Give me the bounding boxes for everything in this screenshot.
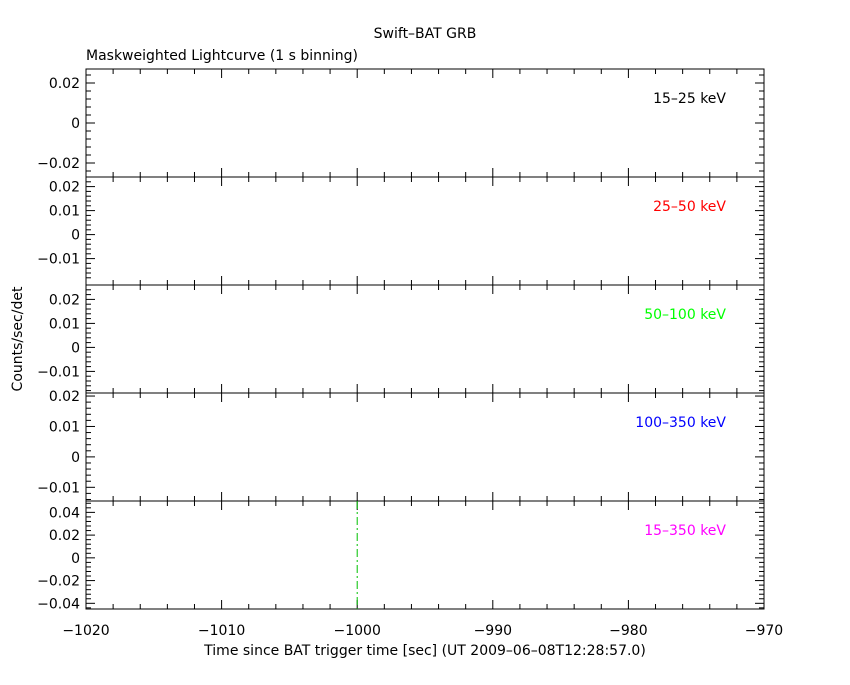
panels-group: −0.02 0 0.02 15–25 keV −0.01 0 0.01 0.02 25–50 k… (37, 68, 765, 612)
panel-frame (85, 284, 765, 394)
y-tick-label: 0 (71, 450, 80, 466)
band-label: 25–50 keV (653, 199, 726, 215)
panel-5: −0.04 −0.02 0 0.02 0.04 15–350 keV (37, 500, 765, 612)
band-label: 50–100 keV (644, 307, 726, 323)
chart-title: Swift–BAT GRB (374, 26, 477, 42)
y-tick-label: −0.04 (37, 596, 80, 612)
y-axis-label: Counts/sec/det (10, 286, 26, 391)
band-label: 100–350 keV (635, 415, 726, 431)
y-tick-label: 0.02 (49, 528, 80, 544)
y-tick-label: −0.02 (37, 156, 80, 172)
y-tick-label: 0 (71, 340, 80, 356)
y-tick-label: −0.01 (37, 364, 80, 380)
y-tick-label: 0.02 (49, 76, 80, 92)
chart-subtitle: Maskweighted Lightcurve (1 s binning) (86, 48, 358, 64)
panel-3: −0.01 0 0.01 0.02 50–100 keV (37, 284, 765, 394)
y-tick-label: −0.02 (37, 574, 80, 590)
y-tick-label: 0.04 (49, 505, 80, 521)
y-tick-label: 0 (71, 116, 80, 132)
x-tick-label: −990 (474, 623, 512, 639)
y-tick-label: 0.01 (49, 204, 80, 220)
y-tick-label: −0.01 (37, 252, 80, 268)
panel-4: −0.01 0 0.01 0.02 100–350 keV (37, 389, 765, 502)
panel-2: −0.01 0 0.01 0.02 25–50 keV (37, 176, 765, 286)
y-tick-label: 0 (71, 551, 80, 567)
y-tick-label: 0.02 (49, 292, 80, 308)
y-tick-label: 0.02 (49, 180, 80, 196)
y-tick-label: −0.01 (37, 480, 80, 496)
band-label: 15–25 keV (653, 91, 726, 107)
x-tick-label: −1020 (62, 623, 109, 639)
panel-1: −0.02 0 0.02 15–25 keV (37, 68, 765, 178)
x-tick-label: −1010 (198, 623, 245, 639)
panel-frame (85, 500, 765, 610)
y-tick-label: 0.01 (49, 316, 80, 332)
x-tick-label: −1000 (334, 623, 381, 639)
band-label: 15–350 keV (644, 523, 726, 539)
y-tick-label: 0.02 (49, 389, 80, 405)
x-tick-label: −980 (609, 623, 647, 639)
x-axis-label: Time since BAT trigger time [sec] (UT 20… (203, 643, 646, 659)
panel-frame (85, 392, 765, 502)
panel-frame (85, 176, 765, 286)
x-tick-labels: −1020 −1010 −1000 −990 −980 −970 (62, 623, 783, 639)
y-tick-label: 0.01 (49, 419, 80, 435)
y-tick-label: 0 (71, 228, 80, 244)
panel-frame (85, 68, 765, 178)
x-tick-label: −970 (745, 623, 783, 639)
